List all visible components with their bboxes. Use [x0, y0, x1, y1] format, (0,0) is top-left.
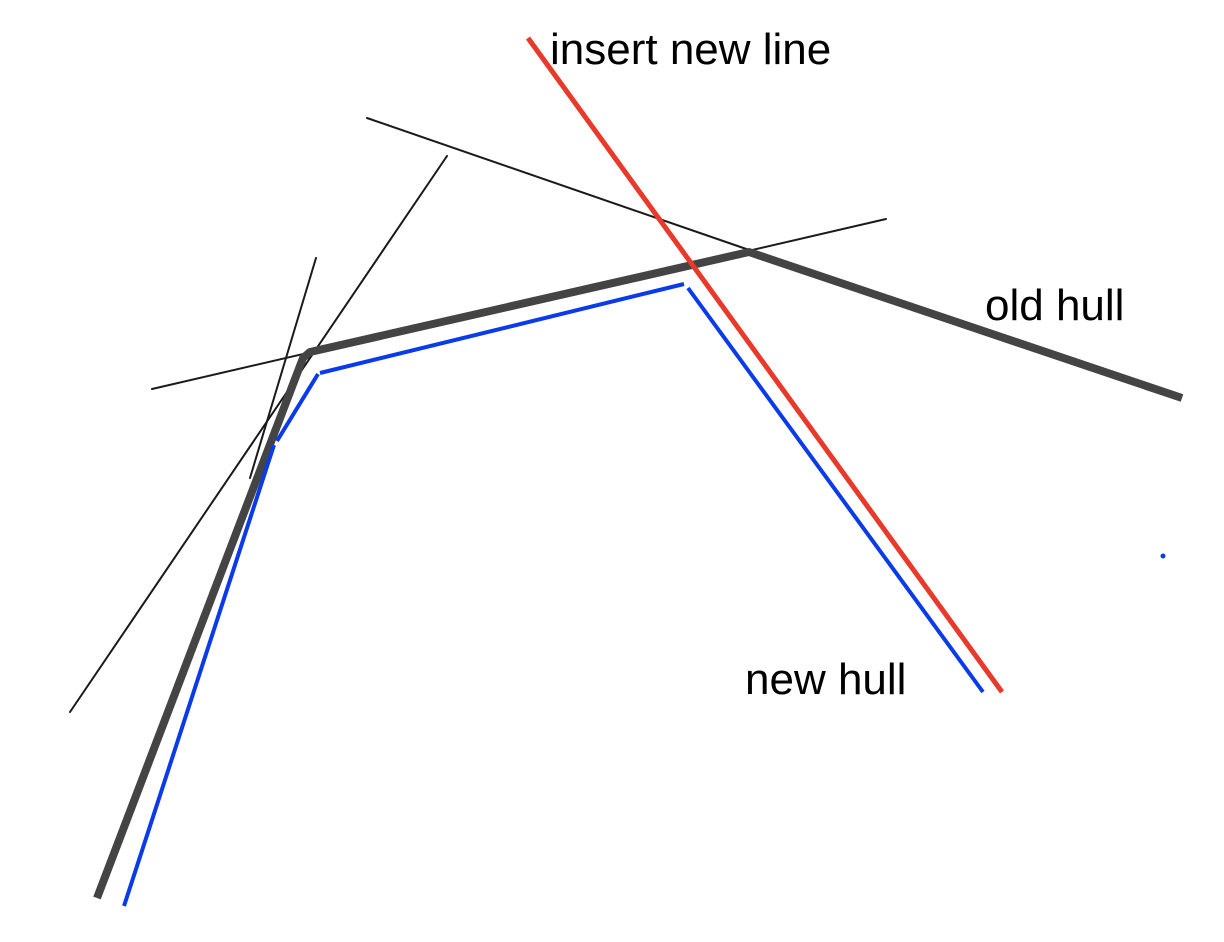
new-hull-segment-3	[319, 282, 685, 375]
new-hull-label: new hull	[745, 655, 906, 704]
construction-line-diagonal	[69, 155, 448, 713]
old-hull-polyline	[93, 248, 1184, 900]
construction-line-steep	[249, 257, 317, 479]
insert-new-line-label: insert new line	[550, 25, 831, 74]
new-hull	[122, 282, 985, 907]
construction-line-top	[366, 117, 756, 253]
new-hull-segment-2	[275, 372, 320, 443]
old-hull-label: old hull	[985, 281, 1124, 330]
new-hull-segment-1	[122, 444, 276, 907]
construction-lines	[69, 117, 887, 713]
inserted-line	[525, 36, 1005, 694]
stray-dot	[1160, 553, 1166, 559]
new-hull-segment-4	[686, 286, 985, 694]
